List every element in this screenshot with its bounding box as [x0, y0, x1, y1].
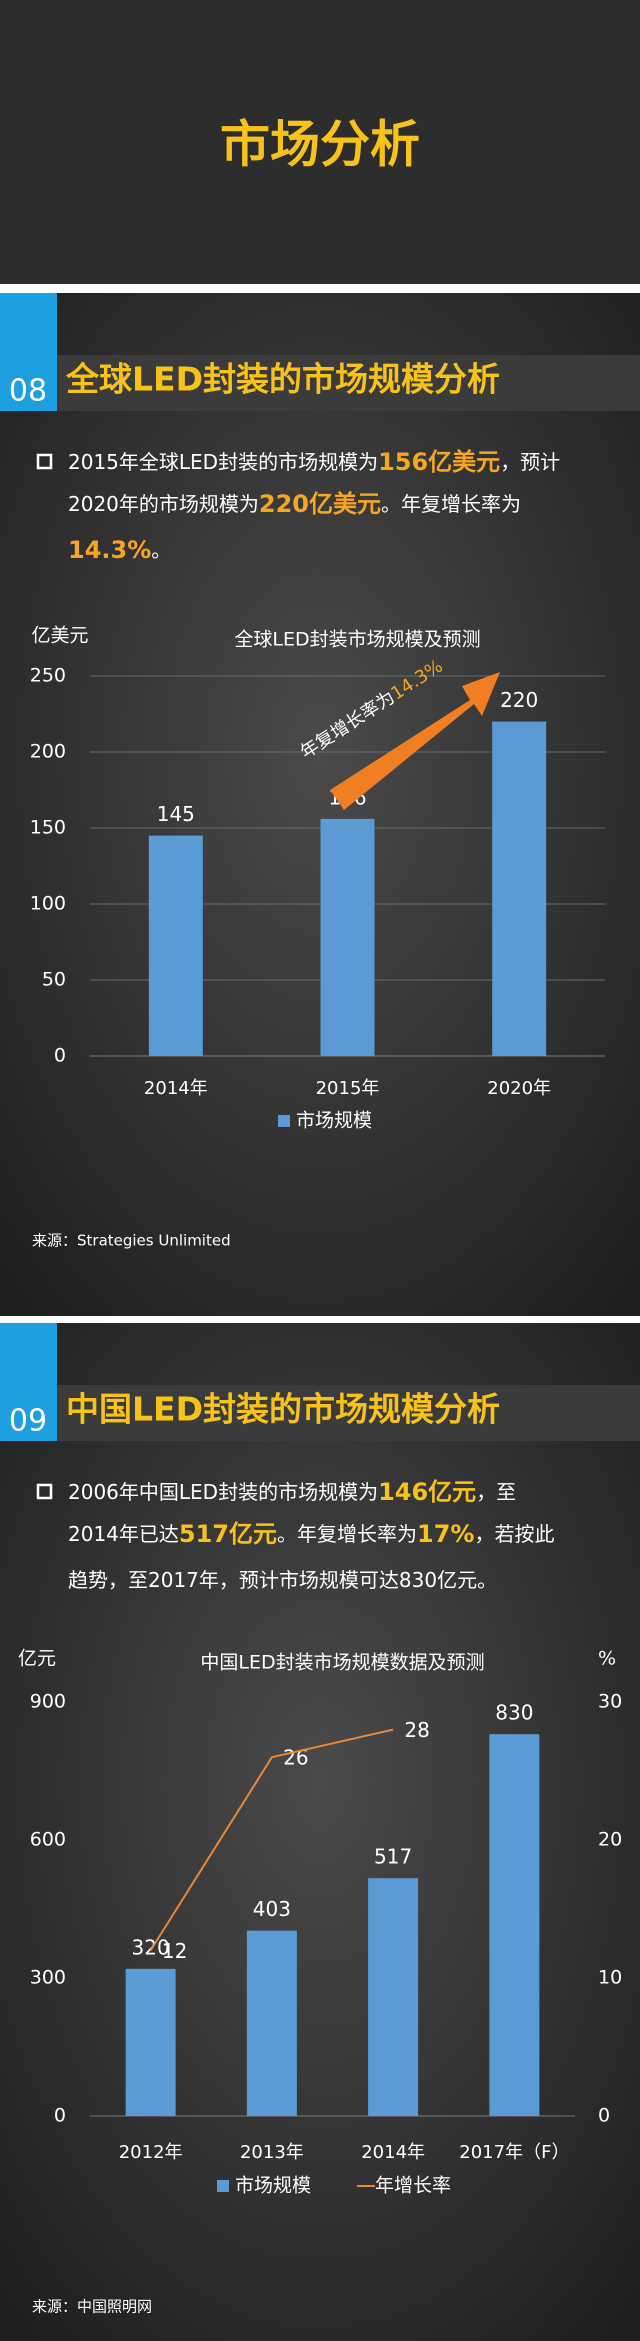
section-number: 08 [9, 374, 47, 409]
y2-tick-label: 0 [598, 2105, 610, 2127]
x-tick-label: 2014年 [144, 1078, 208, 1099]
value-label: 403 [253, 1897, 291, 1921]
section: 08 全球LED封装的市场规模分析 2015年全球LED封装的市场规模为156亿美元… [0, 293, 640, 1250]
legend-swatch [217, 2180, 229, 2192]
bar [320, 818, 375, 1056]
text-run: 17% [417, 1520, 474, 1548]
number-tab [0, 293, 57, 411]
section-title: 全球LED封装的市场规模分析 [65, 360, 500, 399]
paragraph-line: 2020年的市场规模为220亿美元。年复增长率为 [68, 490, 521, 518]
paragraph-line: 2015年全球LED封装的市场规模为156亿美元，预计 [68, 448, 560, 476]
text-run: 146亿元 [378, 1478, 476, 1506]
separator [0, 1316, 640, 1323]
source: 来源：Strategies Unlimited [32, 1232, 231, 1250]
text-run: 2015年全球LED封装的市场规模为 [68, 450, 378, 474]
line [149, 1728, 394, 1951]
bullet [36, 1483, 53, 1500]
paragraph-line: 趋势，至2017年，预计市场规模可达830亿元。 [68, 1568, 497, 1592]
chart-title: 中国LED封装市场规模数据及预测 [200, 1652, 484, 1674]
y-tick-label: 600 [30, 1829, 66, 1851]
text-run: 517亿元 [179, 1520, 277, 1548]
x-tick-label: 2014年 [361, 2142, 425, 2163]
source: 来源：中国照明网 [32, 2298, 152, 2316]
bar [125, 1968, 176, 2116]
value-label: 145 [157, 802, 195, 826]
separator [0, 284, 640, 293]
section: 09 中国LED封装的市场规模分析2006年中国LED封装的市场规模为146亿元，… [0, 1323, 640, 2316]
value-label: 320 [132, 1935, 170, 1959]
legend-label: 市场规模 [235, 2175, 311, 2197]
text-run: ，预计 [500, 450, 560, 474]
chart-title: 全球LED封装市场规模及预测 [234, 629, 480, 651]
header-title: 市场分析 [220, 116, 420, 174]
paragraph-line: 14.3%。 [68, 536, 171, 564]
y2-tick-label: 30 [598, 1691, 622, 1713]
text-run: 14.3% [68, 536, 151, 564]
bar [368, 1878, 419, 2116]
section-bg [0, 1323, 640, 2341]
text-run: 。年复增长率为 [277, 1522, 417, 1546]
text-run: 220亿美元 [259, 490, 381, 518]
y-tick-label: 100 [30, 893, 66, 915]
x-tick-label: 2020年 [487, 1078, 551, 1099]
value-label: 517 [374, 1845, 412, 1869]
arrow [330, 672, 500, 810]
text-run: 2020年的市场规模为 [68, 492, 259, 516]
text-run: 。年复增长率为 [381, 492, 521, 516]
y-axis-label: 亿美元 [31, 625, 88, 647]
legend-label: 市场规模 [296, 1110, 372, 1132]
y-tick-label: 0 [54, 1045, 66, 1067]
y-tick-label: 150 [30, 817, 66, 839]
bar [492, 721, 547, 1056]
y2-axis-label: % [598, 1648, 616, 1670]
value-label: 830 [495, 1701, 533, 1725]
number-tab [0, 1323, 57, 1441]
legend-swatch [278, 1115, 290, 1127]
section-title: 中国LED封装的市场规模分析 [66, 1390, 500, 1429]
y-axis-label: 亿元 [18, 1648, 56, 1670]
title-band [57, 1385, 640, 1441]
text-run: 2006年中国LED封装的市场规模为 [68, 1480, 378, 1504]
x-tick-label: 2017年（F） [459, 2142, 569, 2163]
y-tick-label: 50 [42, 969, 66, 991]
line-value-label: 28 [404, 1718, 429, 1742]
line-value-label: 12 [162, 1939, 187, 1963]
bullet [36, 453, 53, 470]
y-tick-label: 300 [30, 1967, 66, 1989]
title-band [57, 355, 640, 411]
y2-tick-label: 20 [598, 1829, 622, 1851]
text-run: 趋势，至2017年，预计市场规模可达830亿元。 [68, 1568, 497, 1592]
legend-label: 年增长率 [375, 2175, 451, 2197]
bar [489, 1734, 540, 2116]
paragraph-line: 2006年中国LED封装的市场规模为146亿元，至 [68, 1478, 516, 1506]
x-tick-label: 2012年 [119, 2142, 183, 2163]
bar [246, 1930, 297, 2116]
text-run: 。 [151, 538, 171, 562]
x-tick-label: 2013年 [240, 2142, 304, 2163]
value-label: 220 [500, 688, 538, 712]
bar [148, 835, 203, 1056]
text-run: 156亿美元 [378, 448, 500, 476]
y-tick-label: 200 [30, 741, 66, 763]
y2-tick-label: 10 [598, 1967, 622, 1989]
text-run: ，若按此 [474, 1522, 554, 1546]
paragraph-line: 2014年已达517亿元。年复增长率为17%，若按此 [68, 1520, 554, 1548]
x-tick-label: 2015年 [316, 1078, 380, 1099]
text-run: ，至 [476, 1480, 516, 1504]
y-tick-label: 250 [30, 665, 66, 687]
y-tick-label: 0 [54, 2105, 66, 2127]
section-number: 09 [9, 1404, 47, 1439]
text-run: 2014年已达 [68, 1522, 179, 1546]
header-bg [0, 0, 640, 284]
y-tick-label: 900 [30, 1691, 66, 1713]
